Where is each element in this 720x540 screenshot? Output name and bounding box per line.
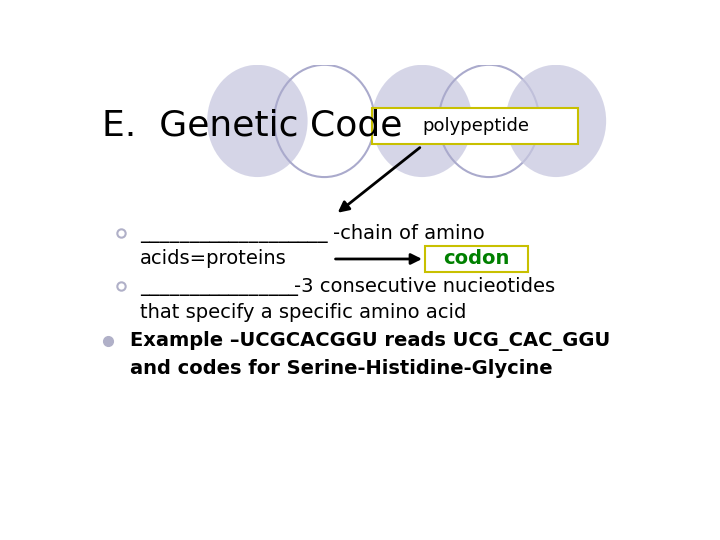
Text: -chain of amino: -chain of amino — [333, 224, 485, 242]
Text: acids=proteins: acids=proteins — [140, 248, 287, 268]
Text: and codes for Serine-Histidine-Glycine: and codes for Serine-Histidine-Glycine — [130, 359, 553, 378]
FancyBboxPatch shape — [372, 109, 578, 144]
Text: ___________________: ___________________ — [140, 224, 328, 242]
Text: E.  Genetic Code: E. Genetic Code — [102, 108, 402, 142]
Text: -3 consecutive nucieotides: -3 consecutive nucieotides — [294, 277, 555, 296]
Ellipse shape — [505, 65, 606, 177]
Text: Example –UCGCACGGU reads UCG_CAC_GGU: Example –UCGCACGGU reads UCG_CAC_GGU — [130, 332, 611, 352]
Text: polypeptide: polypeptide — [422, 117, 529, 136]
Text: that specify a specific amino acid: that specify a specific amino acid — [140, 303, 467, 322]
Text: codon: codon — [443, 249, 509, 268]
FancyBboxPatch shape — [425, 246, 528, 272]
Text: ________________: ________________ — [140, 277, 298, 296]
Ellipse shape — [372, 65, 472, 177]
Ellipse shape — [207, 65, 307, 177]
